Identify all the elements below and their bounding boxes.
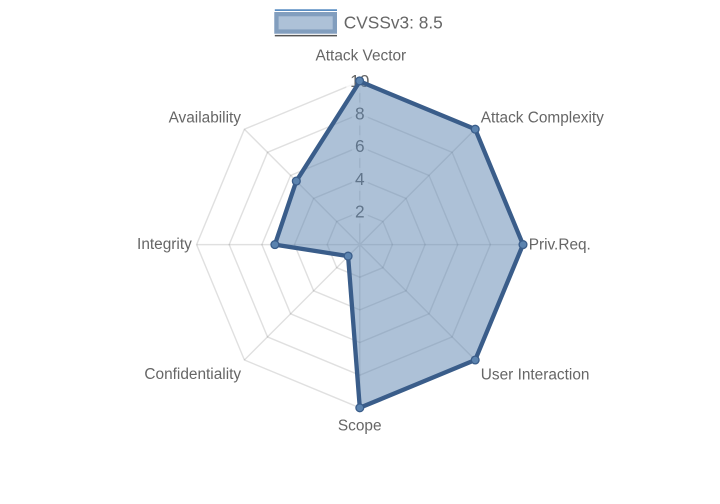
svg-text:Integrity: Integrity (137, 236, 192, 253)
svg-text:Scope: Scope (338, 418, 382, 435)
svg-text:Availability: Availability (169, 110, 242, 127)
svg-text:CVSSv3: 8.5: CVSSv3: 8.5 (344, 12, 443, 32)
svg-text:Attack Vector: Attack Vector (316, 47, 407, 64)
svg-text:User Interaction: User Interaction (481, 367, 590, 384)
svg-text:Attack Complexity: Attack Complexity (481, 109, 604, 126)
svg-text:Confidentiality: Confidentiality (144, 366, 241, 383)
svg-text:Priv.Req.: Priv.Req. (529, 237, 591, 254)
